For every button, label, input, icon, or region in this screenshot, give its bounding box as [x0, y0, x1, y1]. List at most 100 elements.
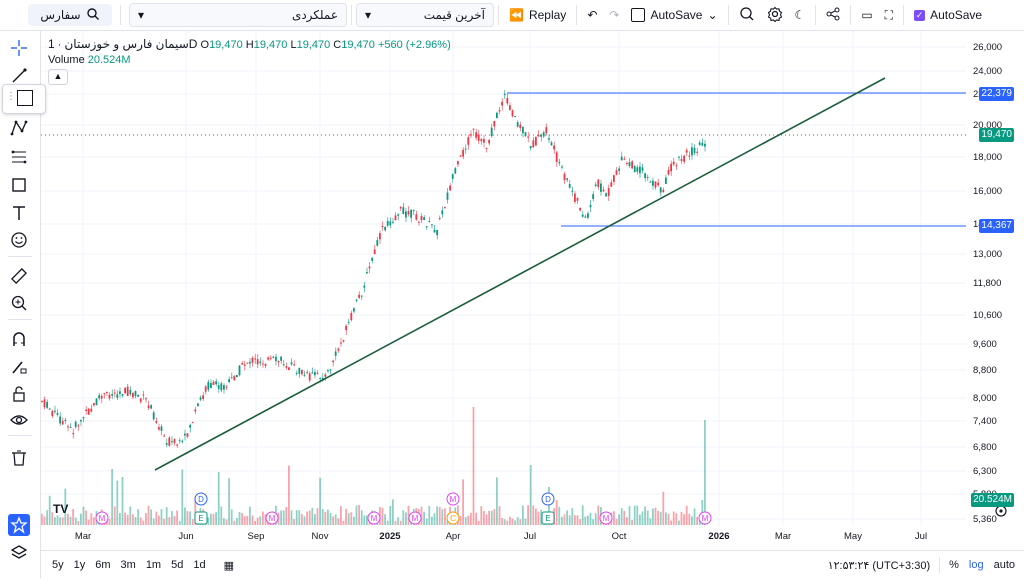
legend-symbol-row: سیمان فارس و خوزستان · 1D O19,470 H19,47… — [48, 37, 451, 51]
trend-line[interactable] — [154, 77, 886, 471]
floating-rectangle-tool[interactable]: ⋮ — [2, 84, 46, 114]
event-marker[interactable]: E — [194, 511, 208, 525]
volume-bar — [597, 505, 600, 525]
event-marker[interactable]: C — [446, 511, 460, 525]
event-marker[interactable]: M — [446, 492, 460, 506]
trash-icon[interactable] — [8, 447, 30, 469]
pattern-icon[interactable] — [8, 117, 30, 139]
auto-toggle[interactable]: auto — [993, 559, 1015, 571]
chart-settings-button[interactable] — [995, 505, 1007, 517]
volume-bar — [579, 519, 581, 525]
range-button[interactable]: 3m — [120, 559, 136, 571]
volume-bar — [132, 514, 134, 525]
volume-bar — [649, 518, 652, 525]
range-button[interactable]: 5d — [171, 559, 184, 571]
theme-toggle-button[interactable]: ☾ — [789, 4, 812, 26]
candle-body — [620, 156, 623, 161]
volume-bar — [324, 511, 327, 525]
fib-tool-icon[interactable] — [8, 146, 30, 168]
emoji-icon[interactable] — [8, 229, 30, 251]
candle-body — [628, 162, 631, 167]
favorites-star-icon[interactable] — [8, 514, 30, 536]
range-button[interactable]: 1m — [145, 559, 162, 571]
event-marker[interactable]: D — [194, 492, 208, 506]
tradingview-logo[interactable]: TV — [53, 502, 68, 516]
magnet-icon[interactable] — [8, 328, 30, 350]
collapse-legend-button[interactable]: ▲ — [48, 69, 68, 85]
percent-toggle[interactable]: % — [949, 559, 959, 571]
moon-icon: ☾ — [794, 8, 806, 22]
rectangle-icon[interactable] — [17, 90, 33, 106]
log-toggle[interactable]: log — [968, 559, 984, 571]
event-marker[interactable]: D — [541, 492, 555, 506]
clock-label[interactable]: ۱۲:۵۳:۲۴ (UTC+3:30) — [827, 559, 931, 572]
redo-button[interactable]: ↷ — [603, 4, 625, 26]
ruler-icon[interactable] — [8, 265, 30, 287]
checkbox-checked-icon: ✓ — [914, 9, 926, 21]
candle-body — [303, 374, 306, 376]
eye-icon[interactable] — [8, 409, 30, 431]
range-button[interactable]: 1y — [73, 559, 86, 571]
candle-body — [584, 216, 587, 218]
candle-body — [425, 226, 428, 228]
candle-body — [496, 112, 498, 118]
candle-body — [158, 427, 160, 430]
volume-bar — [438, 506, 441, 525]
volume-bar — [282, 510, 285, 525]
volume-bar — [368, 520, 371, 525]
event-marker[interactable]: M — [599, 511, 613, 525]
price-axis-label: 8,000 — [973, 393, 997, 404]
candle-body — [407, 211, 410, 215]
volume-bar — [558, 506, 561, 525]
pencil-lock-icon[interactable] — [8, 356, 30, 378]
autosave-dropdown[interactable]: AutoSave ⌄ — [625, 4, 723, 26]
trend-line-icon[interactable] — [8, 65, 30, 87]
price-axis[interactable]: 26,00024,00022,00020,00018,00016,00014,0… — [973, 42, 1002, 525]
range-button[interactable]: 5y — [52, 559, 64, 571]
range-button[interactable]: 6m — [95, 559, 111, 571]
calendar-icon[interactable]: ▦ — [223, 559, 234, 572]
volume-bar — [152, 518, 155, 525]
candle-body — [550, 142, 553, 146]
volume-bar — [48, 495, 51, 525]
zoom-in-icon[interactable] — [8, 292, 30, 314]
settings-button[interactable] — [761, 4, 789, 26]
fullscreen-button[interactable]: ⛶ — [879, 4, 899, 26]
price-axis-label: 20,000 — [973, 120, 1002, 131]
event-marker[interactable]: E — [541, 511, 555, 525]
indicator-select[interactable]: ▾ عملکردی — [129, 3, 347, 27]
volume-bar — [555, 499, 558, 525]
symbol-title[interactable]: سیمان فارس و خوزستان — [64, 37, 189, 51]
time-axis[interactable]: Mar Jun Sep Nov 2025 Apr Jul Oct 2026 Mar May Jul — [75, 531, 927, 542]
event-marker[interactable]: M — [265, 511, 279, 525]
event-marker[interactable]: M — [698, 511, 712, 525]
range-button[interactable]: 1d — [193, 559, 206, 571]
candle-body — [548, 138, 550, 140]
volume-bar — [181, 469, 184, 525]
crosshair-icon[interactable] — [8, 37, 30, 59]
event-marker[interactable]: M — [408, 511, 422, 525]
candle-body — [366, 272, 368, 274]
price-chart[interactable]: 26,00024,00022,00020,00018,00016,00014,0… — [41, 31, 1024, 551]
layers-icon[interactable] — [8, 542, 30, 564]
snapshot-button[interactable]: ▭ — [855, 4, 878, 26]
replay-button[interactable]: ⏪ Replay — [503, 4, 572, 26]
autosave-checkbox[interactable]: ✓ AutoSave — [908, 4, 988, 26]
symbol-search-button[interactable]: سفارس — [28, 4, 112, 26]
event-marker[interactable]: M — [95, 511, 109, 525]
drag-handle-icon[interactable]: ⋮ — [6, 91, 16, 102]
shape-rectangle-icon[interactable] — [8, 174, 30, 196]
undo-button[interactable]: ↶ — [581, 4, 603, 26]
volume-bar — [592, 519, 594, 525]
volume-bar — [399, 520, 402, 525]
share-button[interactable] — [820, 4, 846, 26]
text-tool-icon[interactable] — [8, 202, 30, 224]
volume-bar — [113, 506, 116, 525]
lock-icon[interactable] — [8, 383, 30, 405]
candle-body — [340, 342, 342, 344]
volume-bar — [532, 505, 535, 525]
price-select[interactable]: ▾ آخرین قیمت — [356, 3, 494, 27]
event-marker[interactable]: M — [367, 511, 381, 525]
quick-search-button[interactable] — [733, 4, 761, 26]
interval-label[interactable]: 1D — [48, 37, 198, 51]
